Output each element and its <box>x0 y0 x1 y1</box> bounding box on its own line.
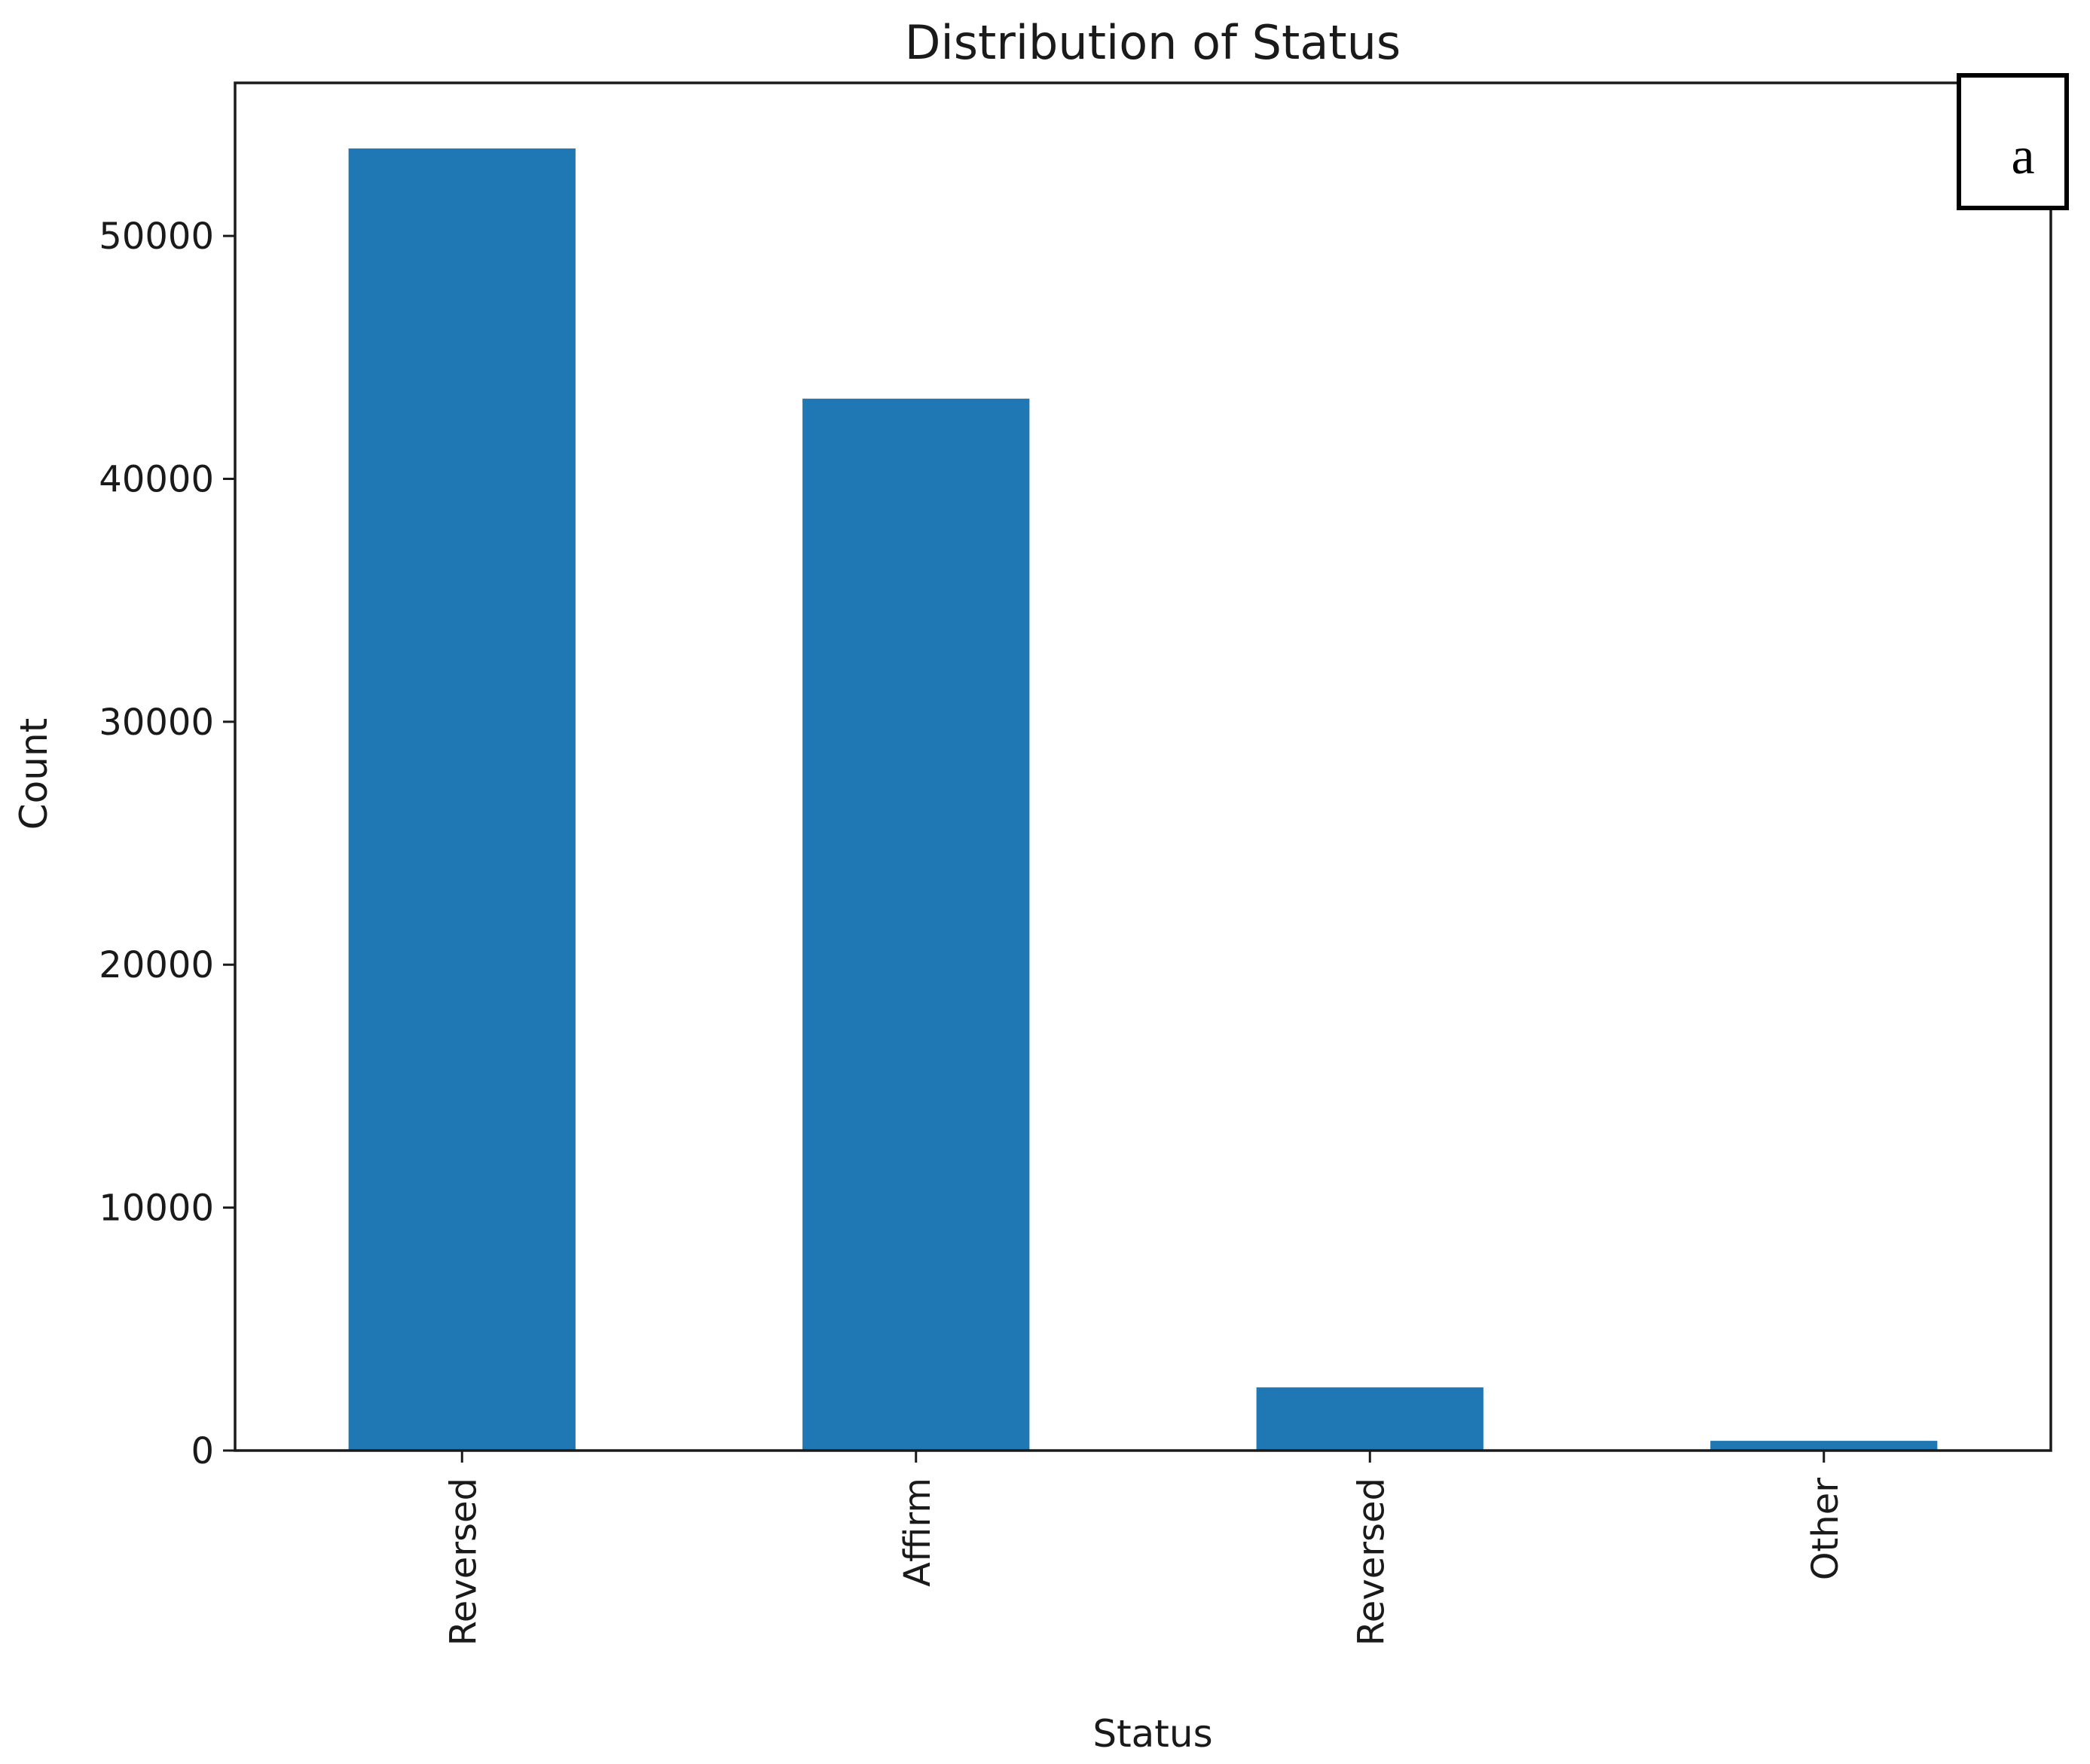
x-tick-label: Other <box>1804 1478 1847 1581</box>
y-tick-label: 0 <box>191 1430 214 1472</box>
bar-2 <box>802 399 1030 1451</box>
x-axis-title: Status <box>1092 1712 1212 1756</box>
x-tick-label: Affirm <box>897 1478 939 1587</box>
y-axis-ticks: 0 10000 20000 30000 40000 50000 <box>99 216 235 1472</box>
x-tick-label: Reversed <box>1350 1478 1392 1646</box>
plot-frame <box>234 81 2052 1452</box>
bar-4 <box>1710 1441 1938 1451</box>
y-tick-label: 50000 <box>99 216 214 258</box>
bar-1 <box>348 148 576 1451</box>
chart-title: Distribution of Status <box>905 15 1401 70</box>
panel-label-box: a <box>1957 73 2069 210</box>
x-axis-ticks: Reversed Affirm Reversed Other <box>442 1451 1847 1646</box>
y-tick-label: 10000 <box>99 1188 214 1230</box>
y-tick-label: 20000 <box>99 944 214 986</box>
y-tick-label: 30000 <box>99 702 214 744</box>
bars <box>348 148 1938 1451</box>
y-axis-title: Count <box>12 718 56 830</box>
x-tick-label: Reversed <box>442 1478 484 1646</box>
panel-label: a <box>2011 127 2034 185</box>
y-tick-label: 40000 <box>99 458 214 500</box>
bar-3 <box>1256 1387 1483 1451</box>
